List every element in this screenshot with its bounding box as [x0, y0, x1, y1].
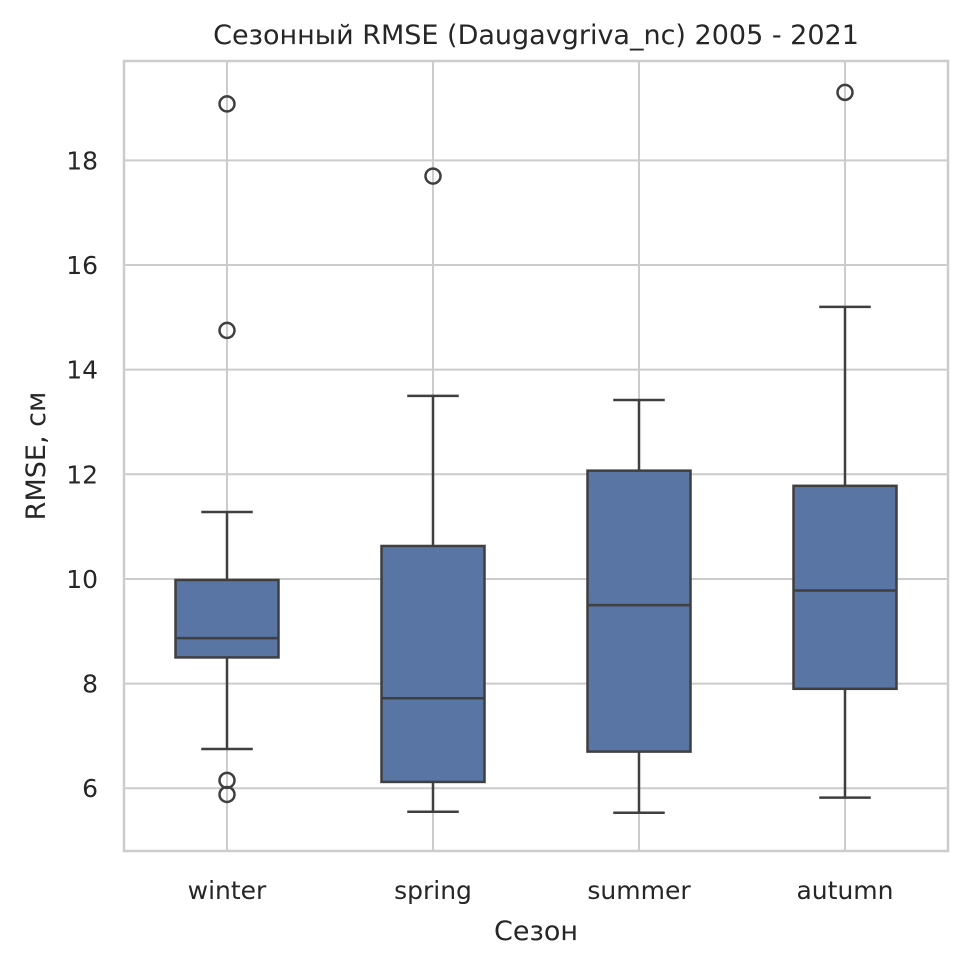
outlier-point — [218, 321, 236, 340]
outlier-point — [836, 83, 854, 102]
y-axis-title: RMSE, см — [21, 392, 52, 521]
y-tick-labels: 6 8 10 12 14 16 18 — [66, 146, 98, 803]
x-tick-label: winter — [188, 876, 267, 905]
x-tick-label: summer — [587, 876, 691, 905]
y-tick-label: 14 — [66, 356, 98, 385]
plot-frame — [122, 59, 950, 853]
outlier-point — [218, 785, 236, 804]
chart-title: Сезонный RMSE (Daugavgriva_nc) 2005 - 20… — [213, 20, 859, 51]
y-tick-label: 8 — [82, 670, 98, 699]
iqr-box — [174, 578, 280, 659]
outlier-point — [424, 167, 442, 185]
x-tick-label: autumn — [796, 876, 893, 905]
boxes — [174, 83, 898, 815]
box-spring — [380, 167, 486, 814]
outlier-point — [218, 95, 236, 113]
box-autumn — [792, 83, 898, 799]
box-winter — [174, 95, 280, 804]
iqr-box — [586, 469, 692, 753]
x-tick-labels: winter spring summer autumn — [188, 876, 894, 905]
y-tick-label: 6 — [82, 774, 98, 803]
box-summer — [586, 398, 692, 815]
iqr-box — [380, 544, 486, 784]
iqr-box — [792, 484, 898, 691]
y-tick-label: 18 — [66, 146, 98, 175]
y-tick-label: 12 — [66, 460, 98, 489]
x-tick-label: spring — [394, 876, 472, 905]
x-axis-title: Сезон — [494, 916, 578, 947]
y-tick-label: 16 — [66, 251, 98, 280]
y-tick-label: 10 — [66, 565, 98, 594]
